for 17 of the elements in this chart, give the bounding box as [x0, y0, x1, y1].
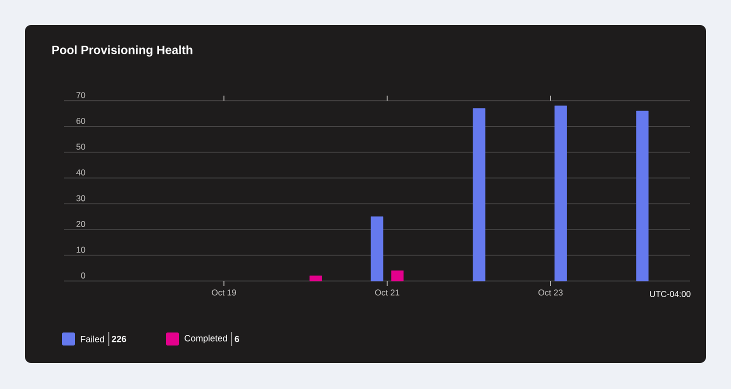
y-tick-label: 30: [76, 195, 86, 202]
legend-label: Failed: [80, 336, 104, 342]
text: UTC-04:00: [650, 291, 690, 297]
text: 6: [234, 336, 240, 342]
chart-title: Pool Provisioning Health: [52, 45, 192, 57]
x-tick-label: Oct 23: [538, 290, 563, 296]
y-tick-label: 20: [76, 220, 86, 227]
y-tick-label: 60: [76, 118, 86, 124]
legend-label: Completed: [184, 334, 227, 344]
y-tick-label: 50: [76, 144, 86, 150]
y-tick-label: 70: [76, 92, 86, 98]
y-tick-label: 40: [76, 169, 86, 176]
y-tick-label: 10: [76, 246, 86, 253]
x-tick-label: Oct 21: [375, 290, 400, 296]
text: 226: [112, 336, 126, 342]
x-tick-label: Oct 19: [212, 290, 236, 296]
y-tick-label: 0: [81, 272, 86, 278]
